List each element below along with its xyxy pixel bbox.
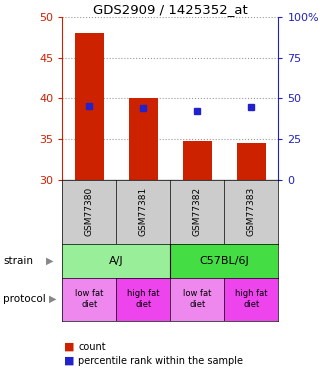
Text: ▶: ▶: [46, 256, 53, 266]
Bar: [170, 244, 278, 278]
Bar: [116, 180, 171, 244]
Text: GSM77381: GSM77381: [139, 187, 148, 237]
Text: A/J: A/J: [109, 256, 124, 266]
Bar: [236, 143, 266, 180]
Bar: [75, 33, 104, 180]
Text: percentile rank within the sample: percentile rank within the sample: [78, 356, 244, 366]
Bar: [170, 278, 224, 321]
Title: GDS2909 / 1425352_at: GDS2909 / 1425352_at: [93, 3, 248, 16]
Text: ▶: ▶: [49, 294, 57, 304]
Bar: [182, 141, 212, 180]
Text: low fat
diet: low fat diet: [75, 290, 104, 309]
Bar: [170, 180, 224, 244]
Bar: [224, 180, 278, 244]
Text: GSM77380: GSM77380: [85, 187, 94, 237]
Bar: [116, 278, 171, 321]
Bar: [62, 278, 116, 321]
Text: C57BL/6J: C57BL/6J: [200, 256, 249, 266]
Text: GSM77382: GSM77382: [193, 188, 202, 237]
Text: ■: ■: [64, 356, 75, 366]
Text: low fat
diet: low fat diet: [183, 290, 212, 309]
Bar: [129, 99, 158, 180]
Text: high fat
diet: high fat diet: [127, 290, 160, 309]
Text: GSM77383: GSM77383: [247, 187, 256, 237]
Text: strain: strain: [3, 256, 33, 266]
Bar: [224, 278, 278, 321]
Bar: [62, 244, 170, 278]
Text: ■: ■: [64, 342, 75, 352]
Text: high fat
diet: high fat diet: [235, 290, 268, 309]
Text: protocol: protocol: [3, 294, 46, 304]
Text: count: count: [78, 342, 106, 352]
Bar: [62, 180, 116, 244]
